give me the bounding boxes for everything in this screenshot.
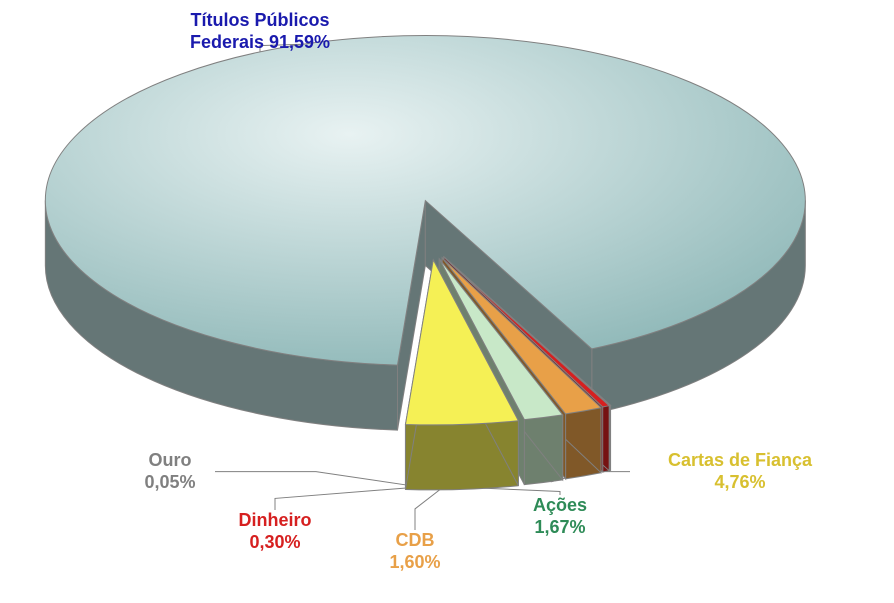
- label-cdb-line2: 1,60%: [370, 552, 460, 574]
- label-cdb: CDB 1,60%: [370, 530, 460, 573]
- label-dinheiro-line2: 0,30%: [215, 532, 335, 554]
- label-cartas-line1: Cartas de Fiança: [630, 450, 850, 472]
- label-ouro-line1: Ouro: [125, 450, 215, 472]
- label-titulos: Títulos Públicos Federais 91,59%: [130, 10, 390, 53]
- label-acoes: Ações 1,67%: [510, 495, 610, 538]
- label-acoes-line1: Ações: [510, 495, 610, 517]
- pie-chart-3d: Títulos Públicos Federais 91,59% Ouro 0,…: [0, 0, 894, 603]
- label-acoes-line2: 1,67%: [510, 517, 610, 539]
- label-dinheiro-line1: Dinheiro: [215, 510, 335, 532]
- label-titulos-line1: Títulos Públicos: [130, 10, 390, 32]
- label-cartas: Cartas de Fiança 4,76%: [630, 450, 850, 493]
- label-ouro: Ouro 0,05%: [125, 450, 215, 493]
- label-titulos-line2: Federais 91,59%: [130, 32, 390, 54]
- pie-svg: [0, 0, 894, 603]
- label-ouro-line2: 0,05%: [125, 472, 215, 494]
- label-cdb-line1: CDB: [370, 530, 460, 552]
- label-cartas-line2: 4,76%: [630, 472, 850, 494]
- label-dinheiro: Dinheiro 0,30%: [215, 510, 335, 553]
- pie-slices: [45, 36, 805, 490]
